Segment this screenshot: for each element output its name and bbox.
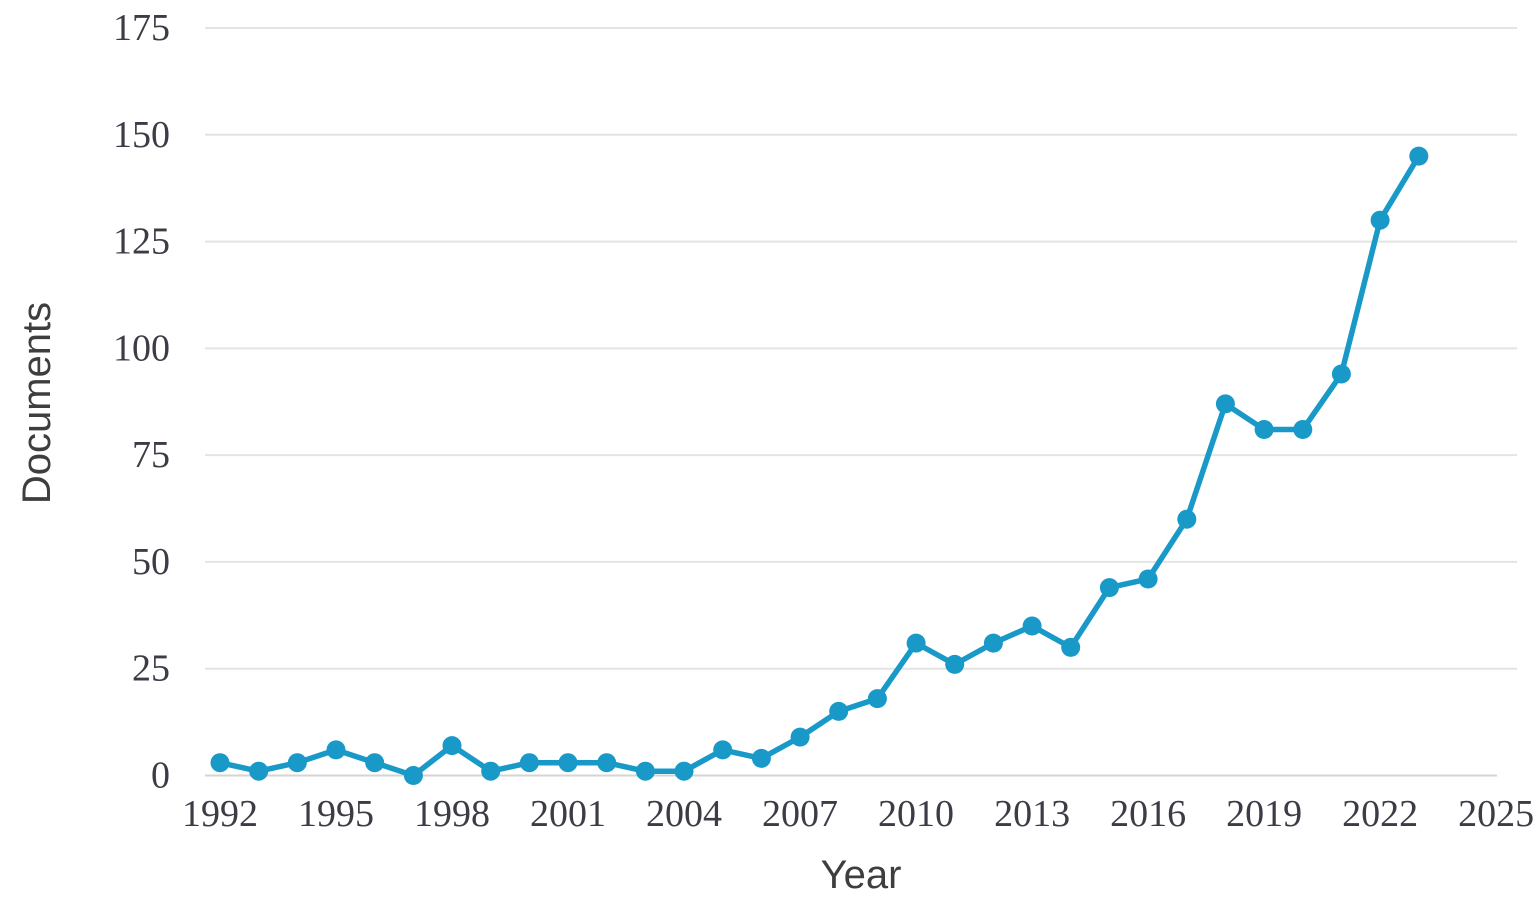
data-point	[983, 633, 1003, 653]
data-point	[1215, 394, 1235, 414]
data-point	[1409, 146, 1429, 166]
data-point	[403, 766, 423, 785]
data-point	[945, 654, 965, 674]
data-point	[867, 689, 887, 709]
x-tick-label: 1995	[298, 793, 374, 835]
y-tick-label: 0	[151, 755, 170, 797]
x-tick-label: 2007	[762, 793, 838, 835]
data-point	[829, 701, 849, 721]
x-tick-label: 2019	[1226, 793, 1302, 835]
data-point	[1022, 616, 1042, 636]
data-point	[365, 753, 385, 773]
x-tick-label: 2010	[878, 793, 954, 835]
y-tick-label: 125	[113, 221, 170, 263]
data-point	[1061, 637, 1081, 657]
data-point	[287, 753, 307, 773]
y-axis-tick-labels: 0 25 50 75 100 125 150 175	[113, 7, 170, 796]
data-point	[674, 761, 694, 781]
data-point	[597, 753, 617, 773]
y-tick-label: 175	[113, 7, 170, 49]
y-tick-label: 75	[132, 434, 170, 476]
x-tick-label: 2022	[1342, 793, 1418, 835]
x-axis-title: Year	[821, 853, 902, 897]
data-point	[790, 727, 810, 747]
grid-layer	[205, 27, 1517, 777]
data-point	[519, 753, 539, 773]
data-point	[1138, 569, 1158, 589]
x-tick-label: 2025	[1458, 793, 1534, 835]
data-point	[249, 761, 269, 781]
data-point	[1293, 420, 1313, 439]
data-point	[1099, 578, 1119, 598]
data-point	[906, 633, 926, 653]
data-point	[1331, 364, 1351, 384]
data-point	[1177, 509, 1197, 529]
x-tick-label: 2004	[646, 793, 722, 835]
data-point	[210, 753, 230, 773]
x-tick-label: 1998	[414, 793, 490, 835]
y-tick-label: 150	[113, 114, 170, 156]
series-layer	[210, 146, 1429, 785]
data-point	[751, 748, 771, 768]
data-point	[558, 753, 578, 773]
data-point	[635, 761, 655, 781]
data-point	[1370, 210, 1390, 230]
data-point	[1254, 420, 1274, 439]
y-axis-title: Documents	[15, 302, 59, 504]
y-tick-label: 100	[113, 327, 170, 369]
data-point	[442, 736, 462, 756]
data-point	[326, 740, 346, 760]
x-tick-label: 2001	[530, 793, 606, 835]
data-point	[713, 740, 733, 760]
y-tick-label: 25	[132, 648, 170, 690]
x-tick-label: 2013	[994, 793, 1070, 835]
series-line	[217, 153, 1422, 779]
x-axis-tick-labels: 1992 1995 1998 2001 2004 2007 2010 2013 2016 2019…	[182, 793, 1534, 835]
y-tick-label: 50	[132, 541, 170, 583]
x-tick-label: 2016	[1110, 793, 1186, 835]
x-tick-label: 1992	[182, 793, 258, 835]
data-point	[481, 761, 501, 781]
